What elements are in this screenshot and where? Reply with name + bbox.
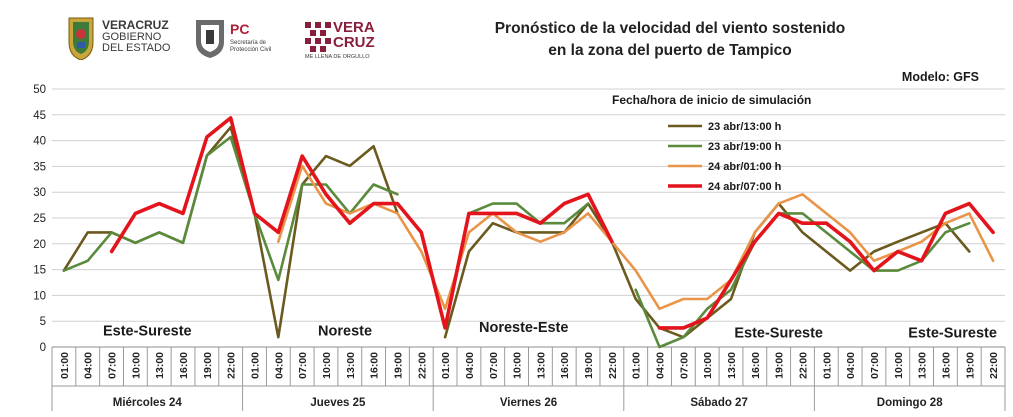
coat-of-arms-icon	[68, 17, 94, 61]
x-tick-label: 13:00	[345, 352, 357, 379]
x-tick-label: 07:00	[107, 352, 119, 379]
y-tick-label: 40	[33, 136, 46, 148]
proteccion-civil-logo: PC Secretaría de Protección Civil	[194, 14, 304, 62]
chart-title: Pronóstico de la velocidad del viento so…	[390, 18, 950, 62]
y-tick-label: 35	[33, 161, 46, 173]
x-tick-label: 13:00	[535, 352, 547, 379]
title-line-1: Pronóstico de la velocidad del viento so…	[494, 20, 846, 37]
x-tick-label: 19:00	[392, 352, 404, 379]
x-tick-label: 19:00	[202, 352, 214, 379]
x-tick-label: 01:00	[59, 352, 71, 379]
x-tick-label: 04:00	[845, 352, 857, 379]
x-tick-label: 10:00	[702, 352, 714, 379]
x-tick-label: 10:00	[321, 352, 333, 379]
logo-vera-line1: VERA	[333, 19, 375, 36]
x-tick-label: 22:00	[226, 352, 238, 379]
x-tick-label: 07:00	[869, 352, 881, 379]
x-tick-label: 13:00	[726, 352, 738, 379]
x-tick-label: 07:00	[488, 352, 500, 379]
x-tick-label: 01:00	[821, 352, 833, 379]
day-label: Domingo 28	[877, 397, 943, 409]
vera-cruz-logo: VERA CRUZ ME LLENA DE ORGULLO	[305, 14, 385, 62]
legend-entry: 23 abr/13:00 h	[708, 121, 782, 133]
x-tick-label: 10:00	[893, 352, 905, 379]
x-tick-label: 22:00	[797, 352, 809, 379]
x-tick-label: 16:00	[940, 352, 952, 379]
x-tick-label: 19:00	[583, 352, 595, 379]
x-tick-label: 04:00	[83, 352, 95, 379]
x-tick-label: 16:00	[178, 352, 190, 379]
legend-entry: 24 abr/01:00 h	[708, 161, 782, 173]
legend-entry: 24 abr/07:00 h	[708, 181, 782, 193]
x-tick-label: 01:00	[250, 352, 262, 379]
x-tick-label: 22:00	[416, 352, 428, 379]
wind-direction-label: Noreste-Este	[479, 320, 568, 336]
logo-pc-initials: PC	[230, 21, 250, 37]
x-tick-label: 04:00	[464, 352, 476, 379]
x-tick-label: 19:00	[964, 352, 976, 379]
x-tick-label: 10:00	[512, 352, 524, 379]
logo-veracruz-line3: DEL ESTADO	[102, 42, 171, 54]
x-tick-label: 01:00	[631, 352, 643, 379]
y-tick-label: 25	[33, 213, 46, 225]
x-tick-label: 22:00	[607, 352, 619, 379]
day-label: Miércoles 24	[113, 397, 183, 409]
pattern-icon	[305, 22, 331, 52]
y-tick-label: 0	[40, 342, 46, 354]
x-tick-label: 19:00	[774, 352, 786, 379]
x-tick-label: 07:00	[297, 352, 309, 379]
y-tick-label: 20	[33, 239, 46, 251]
x-tick-label: 22:00	[988, 352, 1000, 379]
x-tick-label: 13:00	[154, 352, 166, 379]
logo-vera-line2: CRUZ	[333, 34, 375, 51]
y-tick-label: 30	[33, 187, 46, 199]
x-tick-label: 01:00	[440, 352, 452, 379]
title-line-2: en la zona del puerto de Tampico	[548, 42, 792, 59]
x-tick-label: 04:00	[273, 352, 285, 379]
x-tick-label: 13:00	[917, 352, 929, 379]
series-line	[277, 164, 995, 311]
x-tick-label: 16:00	[369, 352, 381, 379]
veracruz-government-logo: VERACRUZ GOBIERNO DEL ESTADO	[66, 14, 216, 62]
day-label: Jueves 25	[310, 397, 366, 409]
y-tick-label: 10	[33, 290, 46, 302]
model-label: Modelo: GFS	[901, 70, 979, 84]
y-tick-label: 45	[33, 110, 46, 122]
x-tick-label: 16:00	[750, 352, 762, 379]
logo-vera-tagline: ME LLENA DE ORGULLO	[305, 54, 370, 60]
series-line	[62, 135, 971, 349]
x-tick-label: 07:00	[678, 352, 690, 379]
y-tick-label: 50	[33, 84, 46, 96]
logo-pc-line1: Secretaría de	[230, 40, 267, 46]
wind-direction-label: Este-Sureste	[734, 326, 823, 342]
logo-veracruz-line1: VERACRUZ	[102, 18, 169, 32]
legend-entry: 23 abr/19:00 h	[708, 141, 782, 153]
logo-pc-line2: Protección Civil	[230, 47, 272, 53]
header: VERACRUZ GOBIERNO DEL ESTADO PC Secretar…	[0, 0, 1013, 88]
legend-title: Fecha/hora de inicio de simulación	[612, 93, 811, 107]
wind-direction-label: Este-Sureste	[908, 326, 997, 342]
series-line	[109, 116, 995, 330]
shield-icon	[196, 20, 224, 58]
day-label: Sábado 27	[690, 397, 748, 409]
y-tick-label: 5	[40, 316, 46, 328]
x-tick-label: 16:00	[559, 352, 571, 379]
x-tick-label: 10:00	[130, 352, 142, 379]
x-tick-label: 04:00	[655, 352, 667, 379]
logo-veracruz-line2: GOBIERNO	[102, 31, 162, 43]
day-label: Viernes 26	[500, 397, 557, 409]
y-tick-label: 15	[33, 265, 46, 277]
wind-direction-label: Este-Sureste	[103, 324, 192, 340]
wind-direction-label: Noreste	[318, 324, 372, 340]
